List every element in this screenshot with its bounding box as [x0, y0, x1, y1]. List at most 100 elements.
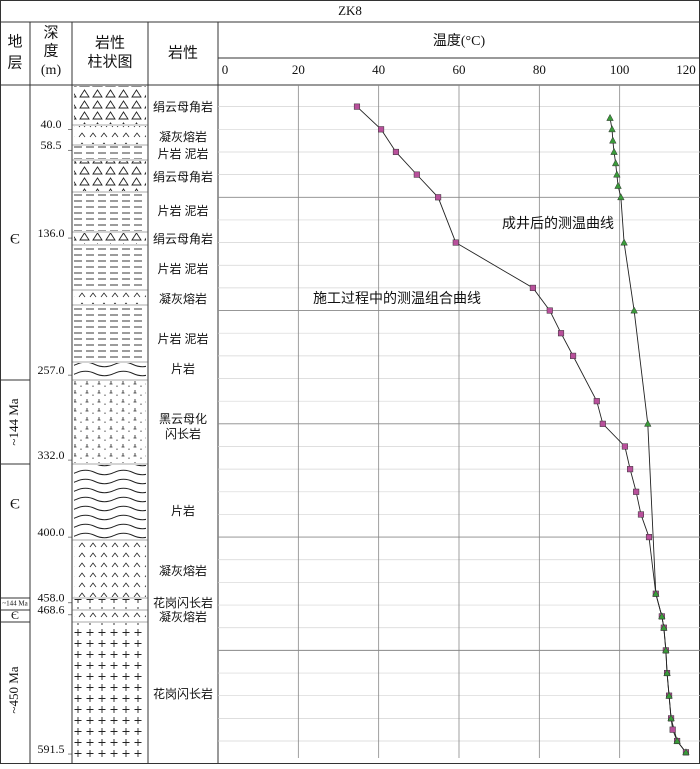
point — [663, 668, 671, 676]
point — [652, 589, 660, 597]
series-label: 成井后的测温曲线 — [502, 216, 614, 232]
point — [392, 148, 399, 156]
y-tick-label: 40.0 — [41, 117, 62, 131]
point — [613, 170, 621, 178]
header: 地 — [7, 33, 22, 50]
lithology-label: 凝灰熔岩 — [159, 129, 207, 144]
point — [662, 646, 670, 654]
point — [610, 147, 618, 155]
point — [614, 181, 622, 189]
point — [557, 330, 565, 337]
y-tick-label: 400.0 — [38, 525, 65, 539]
point — [608, 125, 616, 133]
point — [606, 113, 614, 121]
lithology-label: 黑云母化 — [159, 412, 207, 426]
point — [669, 726, 676, 733]
strata-label: ~450 Ma — [6, 666, 21, 713]
y-tick-label: 136.0 — [38, 226, 65, 240]
point — [673, 736, 681, 744]
strata-label: ~144 Ma — [2, 600, 28, 608]
point — [599, 420, 606, 427]
point — [611, 159, 620, 167]
lithology-label: 片岩 — [171, 503, 195, 518]
series-label: 施工过程中的测温组合曲线 — [313, 291, 481, 307]
strata-label: Є — [10, 231, 20, 247]
point — [633, 488, 640, 495]
y-tick-label: 591.5 — [38, 742, 65, 756]
point — [627, 466, 634, 473]
point — [658, 612, 666, 620]
x-tick-label: 20 — [292, 62, 305, 77]
x-tick-label: 120 — [676, 62, 696, 77]
header: 柱状图 — [87, 53, 132, 70]
point — [644, 419, 652, 427]
lithology-label: 片岩 泥岩 — [157, 331, 208, 346]
series-line — [356, 106, 687, 753]
lithology-pattern — [74, 306, 146, 361]
point — [378, 126, 385, 133]
x-tick-label: 80 — [533, 62, 546, 77]
header: 岩性 — [95, 34, 125, 51]
lithology-label: 片岩 泥岩 — [157, 146, 208, 161]
x-tick-label: 100 — [610, 62, 630, 77]
lithology-pattern — [74, 623, 146, 757]
point — [645, 534, 653, 541]
header: (m) — [41, 63, 62, 78]
lithology-label: 花岗闪长岩 — [153, 686, 213, 701]
lithology-label: 绢云母角岩 — [153, 231, 213, 246]
header: 岩性 — [168, 44, 198, 61]
lithology-label: 绢云母角岩 — [153, 169, 213, 184]
point — [621, 443, 628, 450]
lithology-label: 片岩 泥岩 — [157, 203, 208, 218]
lithology-pattern — [74, 246, 146, 289]
lithology-pattern — [74, 611, 146, 621]
strata-label: Є — [11, 608, 19, 622]
y-tick-label: 58.5 — [41, 138, 62, 152]
point — [353, 103, 361, 110]
lithology-label: 凝灰熔岩 — [159, 291, 207, 306]
point — [570, 352, 577, 359]
lithology-pattern — [74, 126, 146, 144]
lithology-pattern — [74, 541, 146, 597]
lithology-pattern — [74, 193, 146, 231]
point — [593, 398, 600, 405]
point — [617, 193, 625, 201]
y-tick-label: 468.6 — [38, 603, 65, 617]
header: 深 — [43, 24, 58, 41]
lithology-label: 绢云母角岩 — [153, 99, 213, 114]
lithology-label: 凝灰熔岩 — [159, 563, 207, 578]
point — [637, 511, 645, 518]
series-line — [609, 117, 687, 753]
point — [413, 171, 420, 178]
lithology-label: 闪长岩 — [165, 426, 201, 441]
lithology-label: 片岩 泥岩 — [157, 261, 208, 276]
x-tick-label: 40 — [372, 62, 385, 77]
lithology-pattern — [74, 381, 146, 463]
x-axis-title: 温度(°C) — [433, 33, 486, 49]
x-tick-label: 60 — [453, 62, 466, 77]
point — [660, 623, 668, 631]
lithology-pattern — [74, 233, 146, 244]
point — [630, 306, 638, 314]
point — [452, 239, 459, 246]
point — [667, 714, 675, 722]
lithology-pattern — [74, 363, 146, 379]
lithology-pattern — [74, 161, 146, 191]
y-tick-label: 332.0 — [38, 448, 65, 462]
point — [620, 238, 628, 246]
lithology-pattern — [74, 599, 146, 609]
lithology-pattern — [74, 146, 146, 159]
lithology-pattern — [74, 291, 146, 304]
header: 层 — [7, 55, 22, 71]
lithology-label: 片岩 — [171, 361, 195, 376]
point — [546, 307, 553, 314]
strata-label: Є — [10, 496, 20, 512]
chart-title: ZK8 — [338, 3, 362, 18]
lithology-pattern — [74, 465, 146, 539]
point — [529, 284, 536, 291]
y-tick-label: 257.0 — [38, 363, 65, 377]
strata-label: ~144 Ma — [6, 398, 21, 445]
point — [435, 194, 442, 201]
